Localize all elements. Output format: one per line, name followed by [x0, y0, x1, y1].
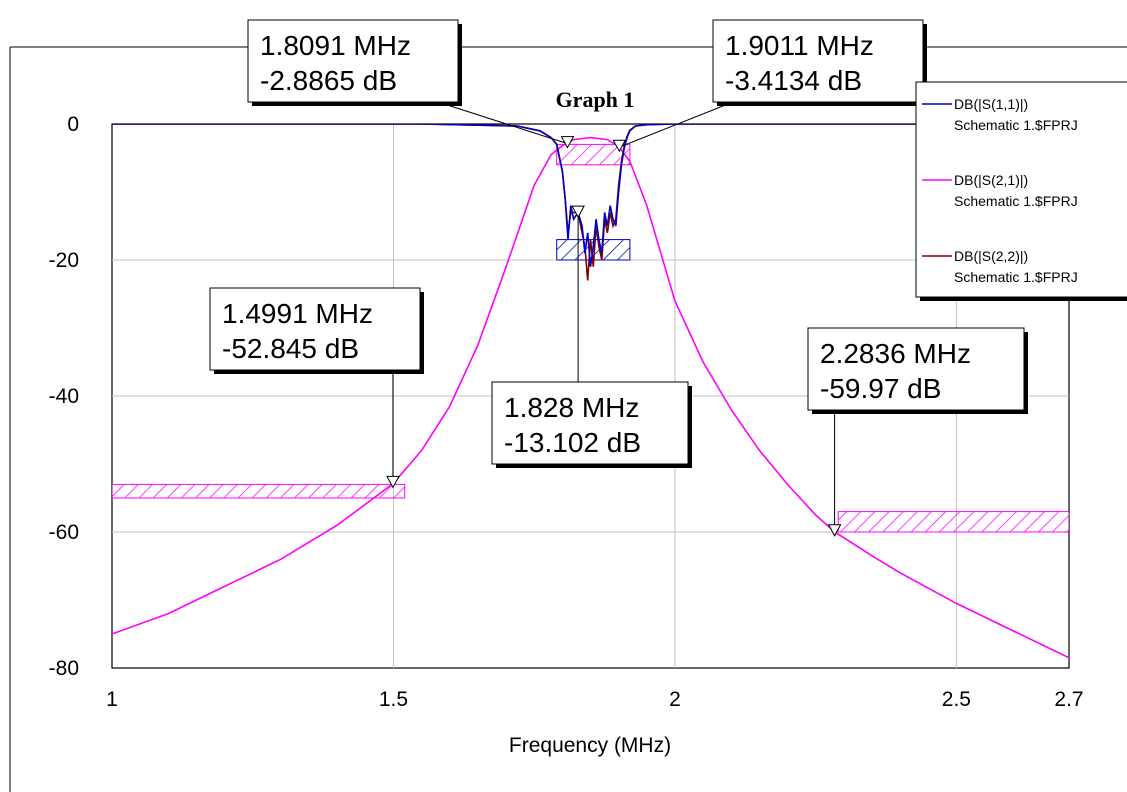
spec-region — [556, 143, 631, 166]
marker-triangle — [571, 205, 585, 219]
y-tick-label: -20 — [49, 249, 79, 272]
marker-label-value: -13.102 dB — [504, 427, 641, 458]
legend-series-name: DB(|S(2,1)|) — [954, 172, 1028, 188]
marker-leader — [619, 101, 734, 148]
marker-box — [807, 327, 1025, 411]
x-tick-labels: 1 1.5 2 2.5 2.7 — [106, 688, 1083, 711]
marker-label-value: -3.4134 dB — [725, 65, 862, 96]
legend-box — [915, 81, 1127, 298]
marker-triangle — [386, 475, 400, 489]
legend-series-name: DB(|S(1,1)|) — [954, 96, 1028, 112]
spec-region — [112, 483, 406, 499]
marker-triangle — [612, 139, 627, 153]
marker-leaders — [386, 101, 842, 537]
marker-box — [247, 19, 459, 103]
x-tick-label: 2.5 — [942, 688, 971, 711]
marker-triangle — [827, 524, 842, 537]
marker-leader — [437, 101, 568, 145]
legend: DB(|S(1,1)|) Schematic 1.$FPRJ DB(|S(2,1)|… — [915, 81, 1127, 301]
marker-box — [491, 381, 689, 465]
marker-label-frequency: 1.828 MHz — [504, 392, 639, 423]
x-tick-label: 2 — [669, 688, 681, 711]
y-tick-label: -60 — [49, 521, 79, 544]
y-tick-labels: 0 -20 -40 -60 -80 — [49, 113, 79, 680]
x-tick-label: 2.7 — [1054, 688, 1083, 711]
marker-label-value: -2.8865 dB — [260, 65, 397, 96]
x-tick-label: 1.5 — [379, 688, 408, 711]
y-tick-label: 0 — [67, 113, 79, 136]
marker-label-frequency: 2.2836 MHz — [820, 338, 971, 369]
x-axis-title: Frequency (MHz) — [509, 734, 671, 757]
y-tick-label: -40 — [49, 385, 79, 408]
marker-label-frequency: 1.4991 MHz — [222, 298, 373, 329]
marker-label-value: -52.845 dB — [222, 333, 359, 364]
y-tick-label: -80 — [49, 657, 79, 680]
marker-label-value: -59.97 dB — [820, 373, 941, 404]
marker-label-frequency: 1.9011 MHz — [725, 30, 874, 61]
spec-region — [837, 511, 1069, 533]
marker-label-frequency: 1.8091 MHz — [260, 30, 411, 61]
legend-series-name: DB(|S(2,2)|) — [954, 248, 1028, 264]
legend-series-source: Schematic 1.$FPRJ — [954, 193, 1078, 209]
legend-series-source: Schematic 1.$FPRJ — [954, 117, 1078, 133]
graph-title: Graph 1 — [556, 87, 635, 112]
marker-box — [209, 287, 421, 371]
marker-triangle — [560, 136, 575, 149]
x-tick-label: 1 — [106, 688, 118, 711]
marker-label-boxes: 1.8091 MHz -2.8865 dB 1.9011 MHz -3.4134 dB… — [209, 19, 1028, 468]
legend-series-source: Schematic 1.$FPRJ — [954, 269, 1078, 285]
spec-regions — [112, 143, 1069, 533]
marker-box — [712, 19, 924, 103]
series-line-1 — [112, 124, 1069, 267]
